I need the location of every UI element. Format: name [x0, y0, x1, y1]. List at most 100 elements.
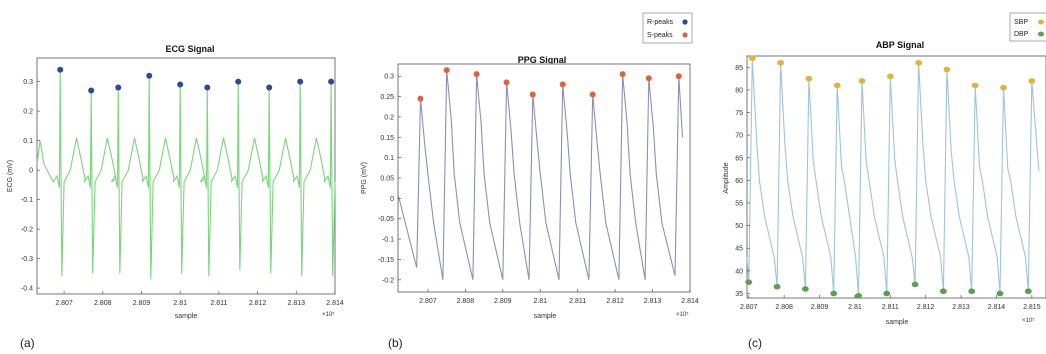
ecg-r-peak-marker: [204, 84, 211, 91]
ppg-line-layer: [397, 70, 684, 280]
abp-legend-label-sbp: SBP: [1014, 19, 1028, 26]
ppg-x-tick-label: 2.81: [533, 298, 547, 305]
abp-sbp-marker: [1000, 84, 1007, 91]
ppg-y-tick-label: -0.1: [382, 237, 394, 244]
ppg-y-tick-label: 0.05: [380, 176, 394, 183]
abp-dbp-marker: [1024, 288, 1032, 295]
abp-x-tick-label: 2.809: [811, 304, 829, 311]
ecg-axes-box: [36, 57, 336, 295]
abp-x-tick-label: 2.81: [848, 304, 862, 311]
abp-y-tick-label: 60: [735, 178, 743, 185]
ecg-panel-label: (a): [20, 336, 35, 350]
ppg-legend-label-r-peaks: R-peaks: [647, 19, 674, 26]
ppg-x-axis-label: sample: [534, 313, 557, 320]
ecg-r-peak-marker: [328, 78, 335, 85]
abp-y-tick-label: 65: [735, 155, 743, 162]
abp-legend-marker-dbp: [1038, 31, 1044, 37]
ecg-x-tick-label: 2.81: [173, 300, 187, 307]
ppg-s-peak-marker: [443, 67, 450, 74]
ecg-tick-layer: 2.807 2.808 2.809 2.81 2.811 2.812 2.813 2.814 -…: [21, 79, 344, 307]
ppg-y-tick-label: 0.25: [380, 94, 394, 101]
ppg-legend-marker-s-peaks: [682, 32, 688, 38]
abp-dbp-marker: [996, 290, 1004, 297]
ecg-signal-line: [36, 69, 336, 280]
ecg-r-peak-marker: [266, 84, 273, 91]
abp-legend-box: [1009, 12, 1046, 42]
abp-sbp-marker: [777, 59, 785, 66]
abp-x-tick-label: 2.813: [952, 304, 970, 311]
ppg-s-peak-marker: [645, 75, 652, 82]
ecg-y-tick-label: -0.3: [21, 256, 33, 263]
ecg-y-axis-label: ECG (mV): [7, 160, 14, 192]
ppg-x-exponent: ×10⁵: [676, 311, 689, 318]
ppg-s-peak-marker: [529, 91, 536, 98]
abp-y-tick-label: 50: [735, 223, 743, 230]
abp-dbp-marker: [855, 292, 862, 299]
ecg-x-tick-label: 2.814: [326, 300, 344, 307]
ecg-x-tick-label: 2.813: [288, 300, 306, 307]
abp-title: ABP Signal: [876, 40, 924, 50]
ecg-r-peak-marker: [235, 78, 242, 85]
abp-panel-label: (c): [748, 336, 762, 350]
abp-sbp-marker: [971, 82, 979, 89]
ppg-legend-marker-r-peaks: [682, 19, 688, 25]
ppg-signal-line: [397, 70, 684, 280]
abp-y-axis-label: Amplitude: [723, 162, 730, 193]
ppg-x-tick-label: 2.813: [644, 298, 662, 305]
ppg-y-tick-label: -0.2: [382, 277, 394, 284]
ppg-s-peak-marker: [473, 71, 480, 78]
ecg-y-tick-label: 0.2: [23, 109, 33, 116]
ppg-y-tick-label: 0.1: [384, 155, 394, 162]
ecg-y-tick-label: -0.4: [21, 286, 33, 293]
ppg-s-peak-marker: [503, 79, 510, 86]
abp-dbp-marker: [968, 288, 976, 295]
ppg-y-axis-label: PPG (mV): [361, 162, 368, 194]
abp-y-tick-label: 75: [735, 110, 743, 117]
ppg-x-tick-label: 2.812: [606, 298, 624, 305]
ppg-y-tick-label: -0.15: [378, 257, 394, 264]
abp-marker-layer: [745, 55, 1036, 299]
abp-sbp-marker: [748, 55, 756, 62]
ppg-y-tick-label: 0.15: [380, 135, 394, 142]
ppg-title: PPG Signal: [518, 55, 567, 65]
abp-dbp-marker: [830, 290, 838, 297]
abp-sbp-marker: [915, 59, 923, 66]
ppg-x-tick-label: 2.811: [569, 298, 586, 305]
ecg-x-tick-label: 2.809: [133, 300, 151, 307]
ppg-y-tick-label: 0.2: [384, 114, 394, 121]
ppg-s-peak-marker: [675, 73, 682, 80]
abp-y-tick-label: 80: [735, 87, 743, 94]
ecg-x-tick-label: 2.812: [249, 300, 267, 307]
ecg-panel: ECG Signal 2.807 2.808 2.809 2.81 2.811 2.812…: [7, 44, 344, 350]
abp-sbp-marker: [886, 73, 894, 80]
ppg-s-peak-marker: [417, 95, 424, 102]
ppg-s-peak-marker: [559, 81, 566, 88]
ecg-r-peak-marker: [57, 66, 64, 73]
ecg-y-tick-label: 0.1: [23, 138, 33, 145]
ecg-y-tick-label: 0: [29, 168, 33, 175]
ecg-y-tick-label: -0.2: [21, 227, 33, 234]
ecg-x-exponent: ×10⁵: [322, 311, 335, 318]
abp-dbp-marker: [773, 283, 781, 290]
ppg-x-tick-label: 2.809: [494, 298, 512, 305]
ppg-panel: PPG Signal 2.807 2.808 2.809 2.81 2.811 2.812…: [361, 12, 699, 350]
ppg-x-tick-label: 2.807: [419, 298, 437, 305]
ppg-legend-box: [642, 12, 693, 44]
abp-x-tick-label: 2.811: [882, 304, 899, 311]
ecg-x-axis-label: sample: [175, 313, 198, 320]
ecg-line-layer: [36, 69, 336, 280]
ecg-y-tick-label: -0.1: [21, 197, 33, 204]
abp-tick-layer: 2.807 2.808 2.809 2.81 2.811 2.812 2.813 2.814 2…: [735, 65, 1041, 311]
ecg-title: ECG Signal: [165, 44, 214, 54]
ecg-marker-layer: [57, 66, 335, 94]
abp-legend-label-dbp: DBP: [1014, 31, 1029, 38]
abp-y-tick-label: 55: [735, 201, 743, 208]
abp-y-tick-label: 70: [735, 133, 743, 140]
ppg-y-tick-label: 0: [390, 196, 394, 203]
ppg-legend: R-peaks S-peaks: [642, 12, 693, 44]
ppg-s-peak-marker: [589, 91, 596, 98]
abp-x-tick-label: 2.812: [917, 304, 935, 311]
abp-sbp-marker: [805, 75, 813, 82]
ppg-marker-layer: [417, 67, 682, 102]
